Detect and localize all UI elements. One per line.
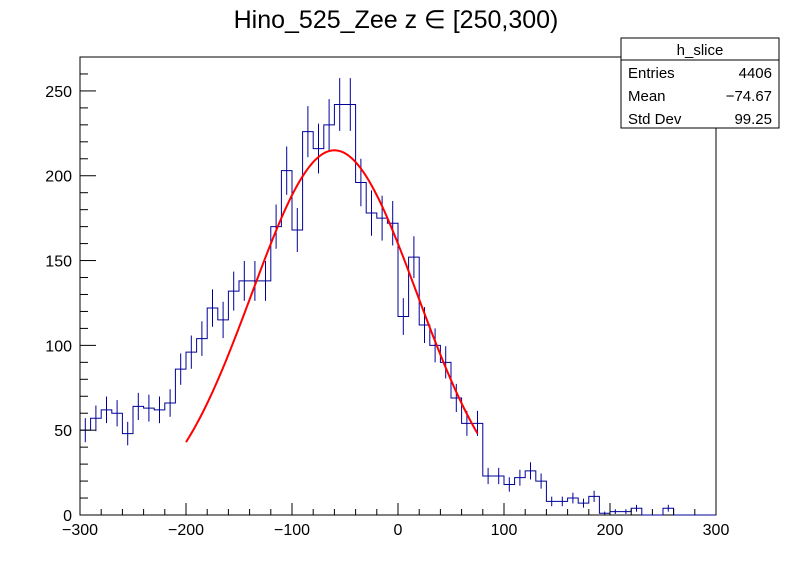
axes: −300 −200 −100 0 100 200 300 0 50 100 150 200 250 [45,56,730,539]
x-tick-label: −300 [62,522,98,539]
stats-box: h_slice Entries 4406 Mean −74.67 Std Dev… [620,37,780,129]
x-tick-label: −200 [168,522,204,539]
y-tick-label: 0 [63,508,72,525]
stats-entries-value: 4406 [739,65,772,82]
x-tick-label: 200 [597,522,624,539]
chart-title: Hino_525_Zee z ∈ [250,300) [234,6,559,34]
fit-curve [185,149,479,443]
x-tick-label: −100 [274,522,310,539]
y-tick-label: 150 [45,254,72,271]
x-tick-label: 300 [703,522,730,539]
stats-mean-label: Mean [628,88,666,105]
y-tick-label: 100 [45,338,72,355]
stats-entries-label: Entries [628,65,675,82]
stats-mean-value: −74.67 [726,88,772,105]
stats-stddev-value: 99.25 [734,111,772,128]
stats-box-title: h_slice [677,42,724,59]
y-tick-label: 50 [54,423,72,440]
x-tick-label: 0 [394,522,403,539]
y-tick-label: 250 [45,84,72,101]
stats-box-frame [620,37,780,129]
x-tick-label: 100 [491,522,518,539]
y-tick-label: 200 [45,169,72,186]
stats-stddev-label: Std Dev [628,111,682,128]
histogram-outline [80,103,716,516]
histogram [80,78,716,516]
fit-line [185,149,479,443]
